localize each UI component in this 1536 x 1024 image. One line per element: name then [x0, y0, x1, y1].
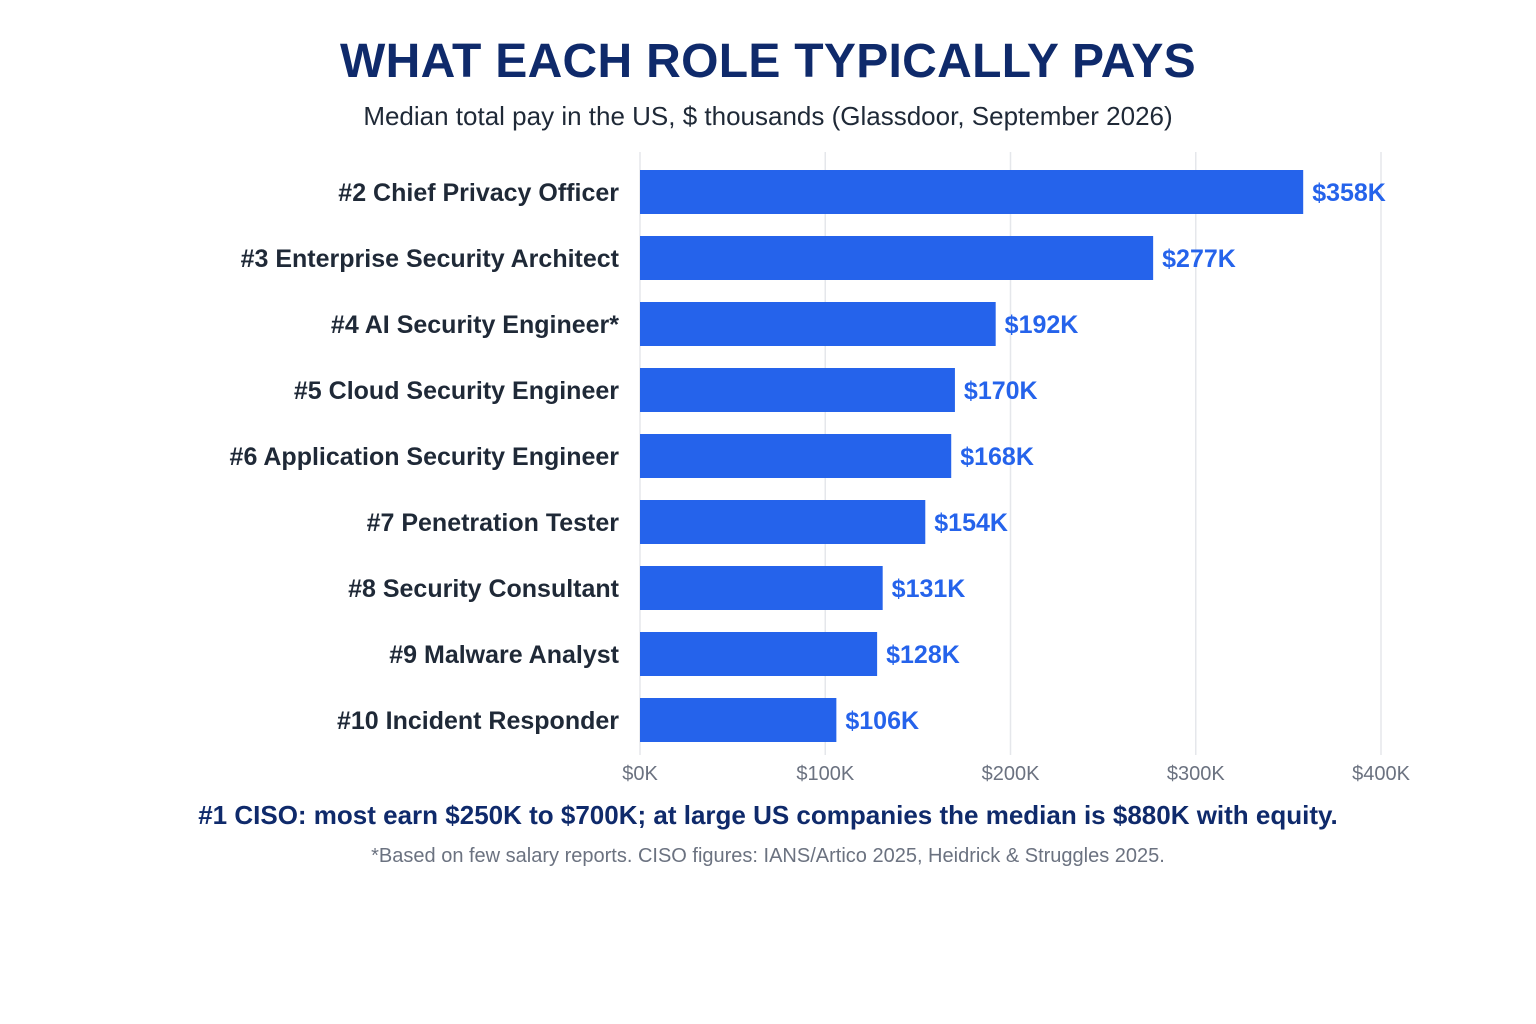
- value-label: $358K: [1312, 179, 1386, 207]
- bar: [640, 434, 952, 478]
- value-label: $154K: [934, 509, 1008, 537]
- category-label: #9 Malware Analyst: [389, 641, 619, 669]
- category-label: #8 Security Consultant: [348, 575, 620, 603]
- value-label: $192K: [1005, 311, 1079, 339]
- x-tick-label: $300K: [1167, 763, 1225, 785]
- bar: [640, 698, 837, 742]
- category-label: #6 Application Security Engineer: [230, 443, 620, 471]
- x-tick-label: $0K: [622, 763, 658, 785]
- bars: [640, 170, 1304, 742]
- bar: [640, 566, 883, 610]
- value-label: $131K: [892, 575, 966, 603]
- bar: [640, 236, 1154, 280]
- footnote: *Based on few salary reports. CISO figur…: [371, 845, 1165, 867]
- value-label: $128K: [886, 641, 960, 669]
- category-label: #7 Penetration Tester: [367, 509, 620, 537]
- x-tick-label: $200K: [982, 763, 1040, 785]
- value-label: $170K: [964, 377, 1038, 405]
- bar: [640, 302, 996, 346]
- chart-subtitle: Median total pay in the US, $ thousands …: [363, 101, 1173, 131]
- x-tick-label: $100K: [796, 763, 854, 785]
- value-label: $277K: [1162, 245, 1236, 273]
- x-tick-label: $400K: [1352, 763, 1410, 785]
- category-label: #5 Cloud Security Engineer: [294, 377, 619, 405]
- ciso-annotation: #1 CISO: most earn $250K to $700K; at la…: [198, 800, 1338, 830]
- value-label: $106K: [845, 707, 919, 735]
- chart-title: WHAT EACH ROLE TYPICALLY PAYS: [340, 35, 1196, 88]
- category-label: #2 Chief Privacy Officer: [338, 179, 619, 207]
- value-label: $168K: [960, 443, 1034, 471]
- category-label: #4 AI Security Engineer*: [331, 311, 619, 339]
- bar: [640, 500, 926, 544]
- bar: [640, 170, 1304, 214]
- labels: $0K $100K $200K $300K $400K #2 Chief Privacy …: [230, 179, 1411, 785]
- bar: [640, 368, 955, 412]
- category-label: #3 Enterprise Security Architect: [241, 245, 620, 273]
- bar: [640, 632, 878, 676]
- category-label: #10 Incident Responder: [337, 707, 619, 735]
